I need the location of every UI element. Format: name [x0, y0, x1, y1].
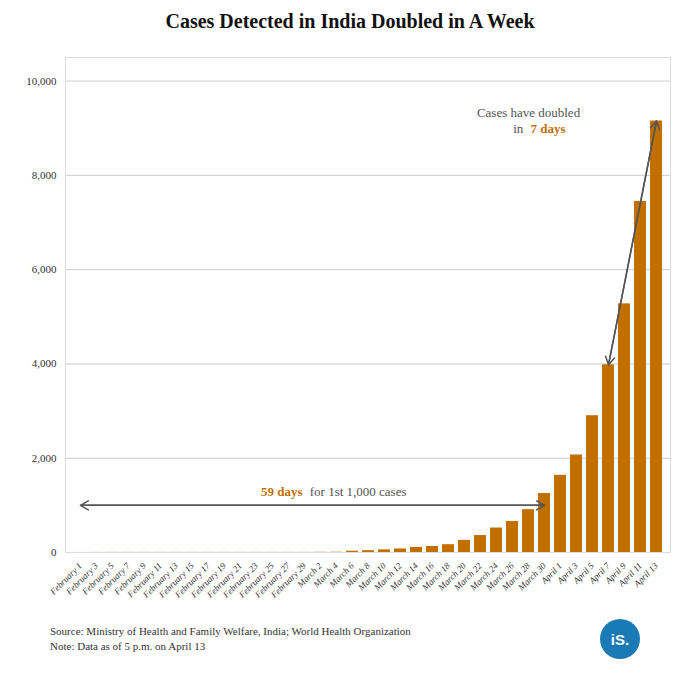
html-text:Source: Ministry of Health and: Source: Ministry of Health and Family We…	[50, 625, 411, 652]
svg-text:February 9: February 9	[112, 560, 148, 597]
svg-text:March 30: March 30	[516, 560, 548, 593]
svg-text:10,000: 10,000	[26, 75, 57, 87]
svg-text:April 3: April 3	[555, 560, 580, 586]
svg-text:March 28: March 28	[500, 560, 532, 593]
html-text:iS.: iS.	[610, 630, 630, 648]
svg-text:April 1: April 1	[539, 560, 564, 586]
svg-text:March 18: March 18	[420, 560, 452, 593]
svg-text:February 29: February 29	[268, 560, 308, 600]
svg-text:March 2: March 2	[295, 560, 324, 590]
svg-text:February 7: February 7	[96, 560, 132, 597]
svg-text:April 11: April 11	[616, 560, 644, 589]
svg-text:February 21: February 21	[204, 560, 244, 600]
svg-text:March 6: March 6	[327, 560, 356, 590]
svg-text:0: 0	[51, 546, 57, 558]
svg-text:March 22: March 22	[452, 560, 484, 593]
svg-text:February 23: February 23	[220, 560, 260, 600]
svg-text:March 4: March 4	[311, 560, 340, 590]
svg-text:March 20: March 20	[436, 560, 468, 593]
svg-text:in: in	[513, 121, 526, 136]
svg-text:February 15: February 15	[156, 560, 196, 600]
svg-text:March 24: March 24	[468, 560, 500, 593]
svg-text:March 16: March 16	[404, 560, 436, 593]
svg-text:February 27: February 27	[252, 560, 292, 600]
svg-text:April 5: April 5	[571, 560, 596, 586]
svg-text:April 7: April 7	[587, 560, 612, 586]
svg-text:February 25: February 25	[236, 560, 276, 600]
svg-text:March 12: March 12	[372, 560, 404, 593]
svg-text:March 8: March 8	[343, 560, 372, 590]
svg-text:2,000: 2,000	[32, 452, 57, 464]
svg-text:7 days: 7 days	[531, 121, 566, 136]
svg-text:6,000: 6,000	[32, 263, 57, 275]
svg-text:February 11: February 11	[125, 560, 164, 600]
svg-text:59 days: 59 days	[261, 484, 303, 499]
svg-text:April 13: April 13	[631, 560, 660, 589]
svg-text:Cases have doubled: Cases have doubled	[477, 105, 581, 120]
svg-text:February 19: February 19	[188, 560, 228, 600]
svg-text:February 13: February 13	[140, 560, 180, 600]
svg-text:February 5: February 5	[80, 560, 116, 597]
svg-text:8,000: 8,000	[32, 169, 57, 181]
html-text:Cases Detected in India Double: Cases Detected in India Doubled in A Wee…	[165, 10, 535, 32]
svg-text:April 9: April 9	[603, 560, 628, 586]
svg-text:March 10: March 10	[356, 560, 388, 593]
svg-text:March 26: March 26	[484, 560, 516, 593]
svg-text:February 17: February 17	[172, 560, 212, 600]
svg-text:March 14: March 14	[388, 560, 420, 593]
svg-text:4,000: 4,000	[32, 357, 57, 369]
svg-text:February 1: February 1	[48, 560, 84, 597]
svg-text:February 3: February 3	[64, 560, 100, 597]
svg-text:for 1st 1,000 cases: for 1st 1,000 cases	[307, 484, 407, 499]
